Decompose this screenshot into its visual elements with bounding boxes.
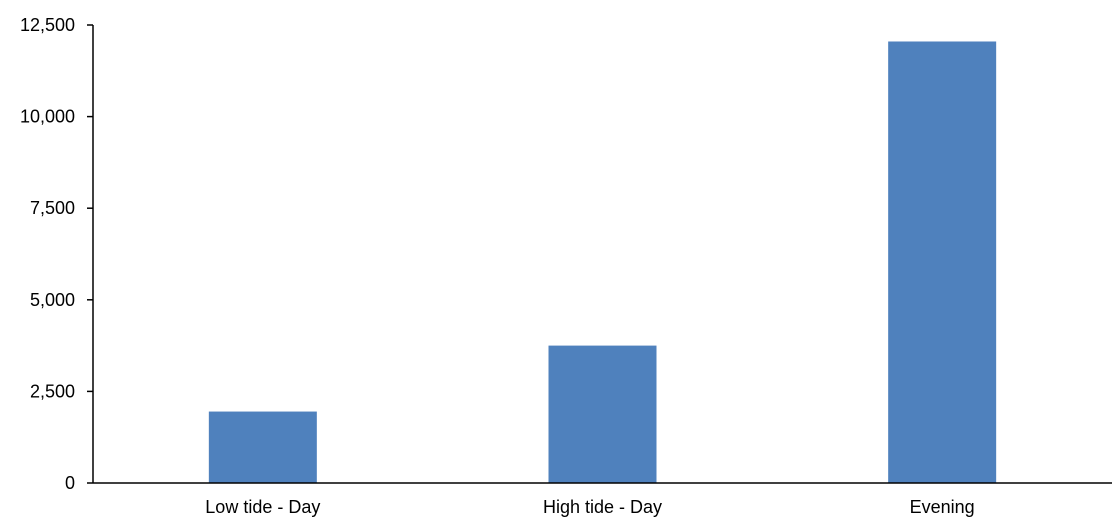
bar bbox=[208, 411, 317, 483]
x-tick-label: Low tide - Day bbox=[205, 497, 320, 517]
y-tick-label: 5,000 bbox=[30, 290, 75, 310]
bar bbox=[548, 345, 657, 483]
y-tick-label: 10,000 bbox=[20, 107, 75, 127]
bars bbox=[208, 41, 997, 483]
y-tick-label: 12,500 bbox=[20, 15, 75, 35]
x-tick-label: Evening bbox=[910, 497, 975, 517]
y-tick-label: 2,500 bbox=[30, 381, 75, 401]
bar bbox=[888, 41, 997, 483]
y-axis-ticks: 0 2,500 5,000 7,500 10,000 12,500 bbox=[20, 15, 93, 493]
x-tick-label: High tide - Day bbox=[543, 497, 662, 517]
x-axis-ticks: Low tide - Day High tide - Day Evening bbox=[205, 497, 974, 517]
y-tick-label: 0 bbox=[65, 473, 75, 493]
y-tick-label: 7,500 bbox=[30, 198, 75, 218]
